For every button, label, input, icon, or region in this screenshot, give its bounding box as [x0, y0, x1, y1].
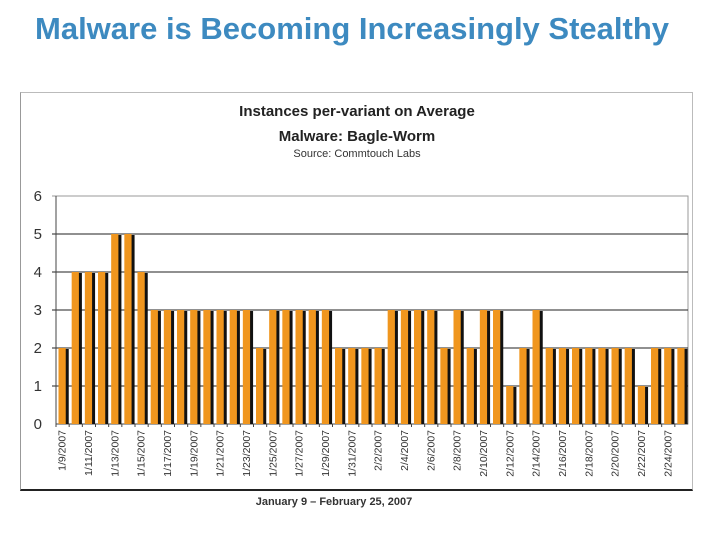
x-tick-label: 2/22/2007 [636, 430, 648, 477]
x-tick-label: 1/23/2007 [241, 430, 253, 477]
bar [506, 386, 514, 424]
bar [611, 348, 619, 424]
x-tick-label: 1/27/2007 [294, 430, 306, 477]
bar [440, 348, 448, 424]
bar [124, 234, 132, 424]
bar [664, 348, 672, 424]
bar [216, 310, 224, 424]
bar [308, 310, 316, 424]
chart-subtitle: Malware: Bagle-Worm [279, 128, 435, 145]
x-tick-label: 2/18/2007 [583, 430, 595, 477]
x-tick-label: 2/4/2007 [399, 430, 411, 471]
bar [558, 348, 567, 424]
bar [229, 310, 237, 424]
bar [545, 348, 553, 424]
y-tick-label: 6 [34, 188, 42, 205]
x-tick-label: 1/17/2007 [162, 430, 174, 477]
chart-source: Source: Commtouch Labs [293, 148, 421, 160]
bar [493, 310, 501, 424]
x-tick-label: 1/21/2007 [215, 430, 227, 477]
x-tick-label: 2/24/2007 [662, 430, 674, 477]
x-tick-label: 1/31/2007 [346, 430, 358, 477]
x-tick-label: 1/15/2007 [136, 430, 148, 477]
bar [387, 310, 395, 424]
bar [453, 310, 461, 424]
x-tick-label: 2/16/2007 [557, 430, 569, 477]
bar [321, 310, 330, 424]
y-tick-label: 1 [34, 378, 42, 395]
x-tick-label: 2/14/2007 [531, 430, 543, 477]
bar [427, 310, 435, 424]
x-tick-label: 2/6/2007 [425, 430, 437, 471]
x-tick-label: 2/8/2007 [452, 430, 464, 471]
bar [190, 310, 198, 424]
bar [677, 348, 685, 424]
y-tick-label: 5 [34, 226, 42, 243]
x-tick-label: 2/10/2007 [478, 430, 490, 477]
bar [585, 348, 593, 424]
x-tick-label: 1/11/2007 [83, 430, 95, 476]
bar [624, 348, 632, 424]
bar [374, 348, 382, 424]
chart-title: Instances per-variant on Average [239, 103, 475, 120]
bar [295, 310, 303, 424]
x-axis-label: January 9 – February 25, 2007 [256, 496, 413, 508]
bar [163, 310, 172, 424]
x-tick-label: 2/20/2007 [610, 430, 622, 477]
x-tick-label: 1/29/2007 [320, 430, 332, 477]
bar [400, 310, 409, 424]
bar [137, 272, 145, 424]
slide-title: Malware is Becoming Increasingly Stealth… [35, 11, 670, 46]
bar [84, 272, 93, 424]
bar [150, 310, 158, 424]
bar [598, 348, 606, 424]
x-tick-label: 2/12/2007 [504, 430, 516, 477]
x-tick-label: 1/9/2007 [57, 430, 69, 471]
bar [572, 348, 580, 424]
y-tick-label: 4 [34, 264, 42, 281]
bar [203, 310, 211, 424]
bar [242, 310, 251, 424]
x-tick-label: 1/13/2007 [109, 430, 121, 477]
bar [335, 348, 343, 424]
bar [466, 348, 474, 424]
bar [177, 310, 185, 424]
y-tick-label: 2 [34, 340, 42, 357]
bar [651, 348, 659, 424]
y-tick-label: 3 [34, 302, 42, 319]
chart-frame [20, 92, 693, 491]
bar [111, 234, 119, 424]
bar [282, 310, 290, 424]
bar [348, 348, 356, 424]
bar [269, 310, 277, 424]
bar [361, 348, 369, 424]
bar [479, 310, 488, 424]
bar [58, 348, 66, 424]
x-tick-label: 2/2/2007 [373, 430, 385, 471]
bar [519, 348, 527, 424]
bar [414, 310, 422, 424]
bar [637, 386, 646, 424]
bar [71, 272, 79, 424]
bar [98, 272, 106, 424]
bar [532, 310, 540, 424]
x-tick-label: 1/25/2007 [267, 430, 279, 477]
bar [256, 348, 264, 424]
y-tick-label: 0 [34, 416, 42, 433]
x-tick-label: 1/19/2007 [188, 430, 200, 477]
